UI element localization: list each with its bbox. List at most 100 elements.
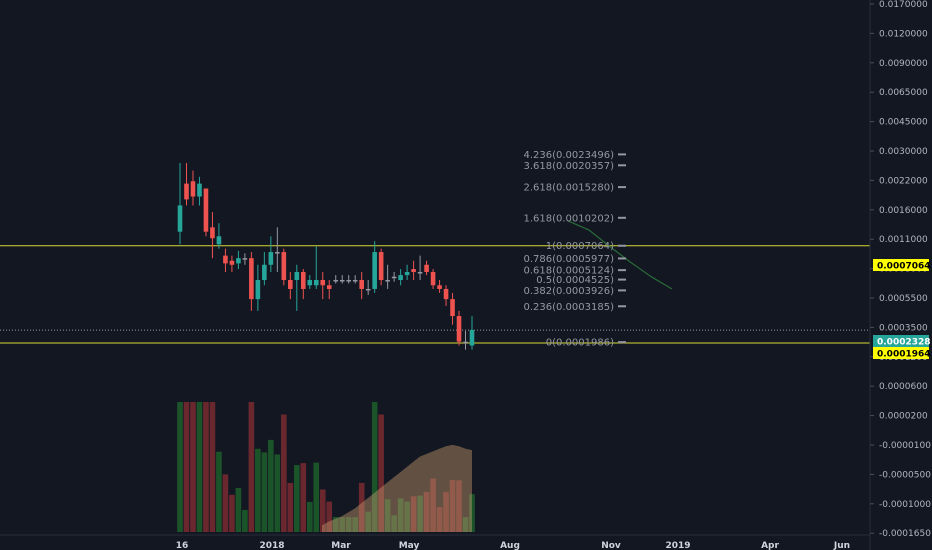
candle xyxy=(268,252,274,265)
candle xyxy=(469,330,475,346)
candle xyxy=(210,227,215,239)
candle xyxy=(177,205,183,232)
volume-bar xyxy=(300,463,307,532)
fib-level-label: 0.236(0.0003185) xyxy=(523,302,614,313)
candle xyxy=(262,264,267,281)
candle xyxy=(249,258,254,300)
volume-bar xyxy=(378,414,384,532)
volume-bar xyxy=(294,465,300,532)
candle xyxy=(300,272,306,289)
y-tick-label: 0.0090000 xyxy=(879,59,928,69)
volume-bar xyxy=(313,462,320,532)
volume-bar xyxy=(371,402,378,532)
y-tick-label: 0.0005500 xyxy=(879,294,928,304)
volume-bar xyxy=(469,494,475,532)
volume-bar xyxy=(177,402,183,532)
candle xyxy=(352,280,358,282)
fib-level-label: 0(0.0001986) xyxy=(546,338,614,349)
y-tick-label: -0.0000100 xyxy=(879,441,931,451)
candle xyxy=(463,341,468,344)
volume-bar xyxy=(268,439,274,532)
volume-bar xyxy=(384,499,391,532)
volume-bar xyxy=(229,494,235,532)
candle xyxy=(372,252,377,289)
volume-bar xyxy=(417,495,423,532)
y-tick-label: 0.0120000 xyxy=(879,29,928,39)
volume-bar xyxy=(242,509,248,532)
volume-bar xyxy=(410,496,417,532)
volume-bar xyxy=(339,517,346,532)
candle xyxy=(190,181,196,197)
candle xyxy=(255,280,261,300)
candle xyxy=(216,236,222,245)
volume-bar xyxy=(235,487,242,532)
candle xyxy=(385,280,390,282)
volume-bar xyxy=(255,448,261,532)
volume-bar xyxy=(391,515,397,532)
volume-bar xyxy=(345,517,352,532)
volume-bar xyxy=(326,501,333,532)
volume-bar xyxy=(319,489,326,532)
price-badge-label: 0.0002328 xyxy=(877,338,931,348)
x-tick-label: May xyxy=(399,541,420,550)
volume-bar xyxy=(222,474,229,532)
volume-bar xyxy=(456,480,462,532)
volume-bar xyxy=(281,414,287,532)
x-axis[interactable]: 16 2018 Mar May Aug Nov 2019 Apr Jun xyxy=(176,541,850,550)
volume-bar xyxy=(216,451,222,532)
candle xyxy=(313,280,319,286)
y-tick-label: 0.0011000 xyxy=(879,235,928,245)
y-tick-label: 0.0065000 xyxy=(879,88,928,98)
volume-bar xyxy=(462,517,469,532)
candle xyxy=(365,288,371,291)
candle xyxy=(359,280,364,289)
candle xyxy=(236,258,241,264)
forecast-layer xyxy=(567,220,673,290)
price-badge-label: 0.0001964 xyxy=(877,350,931,360)
volume-bar xyxy=(430,478,436,532)
candle xyxy=(411,269,416,273)
candle xyxy=(333,280,339,282)
x-tick-label: Jun xyxy=(833,541,850,550)
candle xyxy=(242,258,248,260)
candle xyxy=(307,280,313,286)
candle xyxy=(223,255,228,264)
volume-bar xyxy=(397,498,404,532)
volume-bar xyxy=(287,482,294,532)
y-tick-label: -0.0001650 xyxy=(879,529,931,539)
volume-bar xyxy=(209,402,216,532)
x-tick-label: 2018 xyxy=(259,541,284,550)
candle xyxy=(197,183,202,197)
volume-bar xyxy=(332,517,339,532)
overlay-layer xyxy=(322,444,472,532)
volume-bar xyxy=(352,517,358,532)
y-tick-label: 0.0030000 xyxy=(879,147,928,157)
volume-bar xyxy=(449,480,456,532)
candle xyxy=(443,288,449,300)
candle xyxy=(404,272,410,276)
x-tick-label: Mar xyxy=(331,541,351,550)
candle xyxy=(456,316,462,342)
price-badge-label: 0.0007064 xyxy=(877,262,931,272)
y-tick-label: 0.0022000 xyxy=(879,176,928,186)
candle xyxy=(288,280,293,289)
fib-level-label: 4.236(0.0023496) xyxy=(523,150,614,161)
y-tick-label: -0.0001000 xyxy=(879,500,931,510)
candle xyxy=(275,252,280,254)
y-tick-label: 0.0003500 xyxy=(879,323,928,333)
y-tick-label: 0.0000600 xyxy=(879,382,928,392)
x-tick-label: 16 xyxy=(176,541,189,550)
volume-bar xyxy=(274,454,281,532)
volume-bar xyxy=(248,402,255,532)
hlines-layer xyxy=(0,245,870,344)
volume-bar xyxy=(436,506,443,532)
candle xyxy=(430,272,436,286)
volume-bar xyxy=(443,491,449,532)
candle xyxy=(184,183,189,200)
candle xyxy=(391,276,397,279)
candle xyxy=(450,299,455,317)
fib-layer[interactable]: 4.236(0.0023496)3.618(0.0020357) 2.618(0.… xyxy=(523,150,626,349)
volume-overlay-area xyxy=(322,444,472,532)
volume-bar xyxy=(196,402,203,532)
